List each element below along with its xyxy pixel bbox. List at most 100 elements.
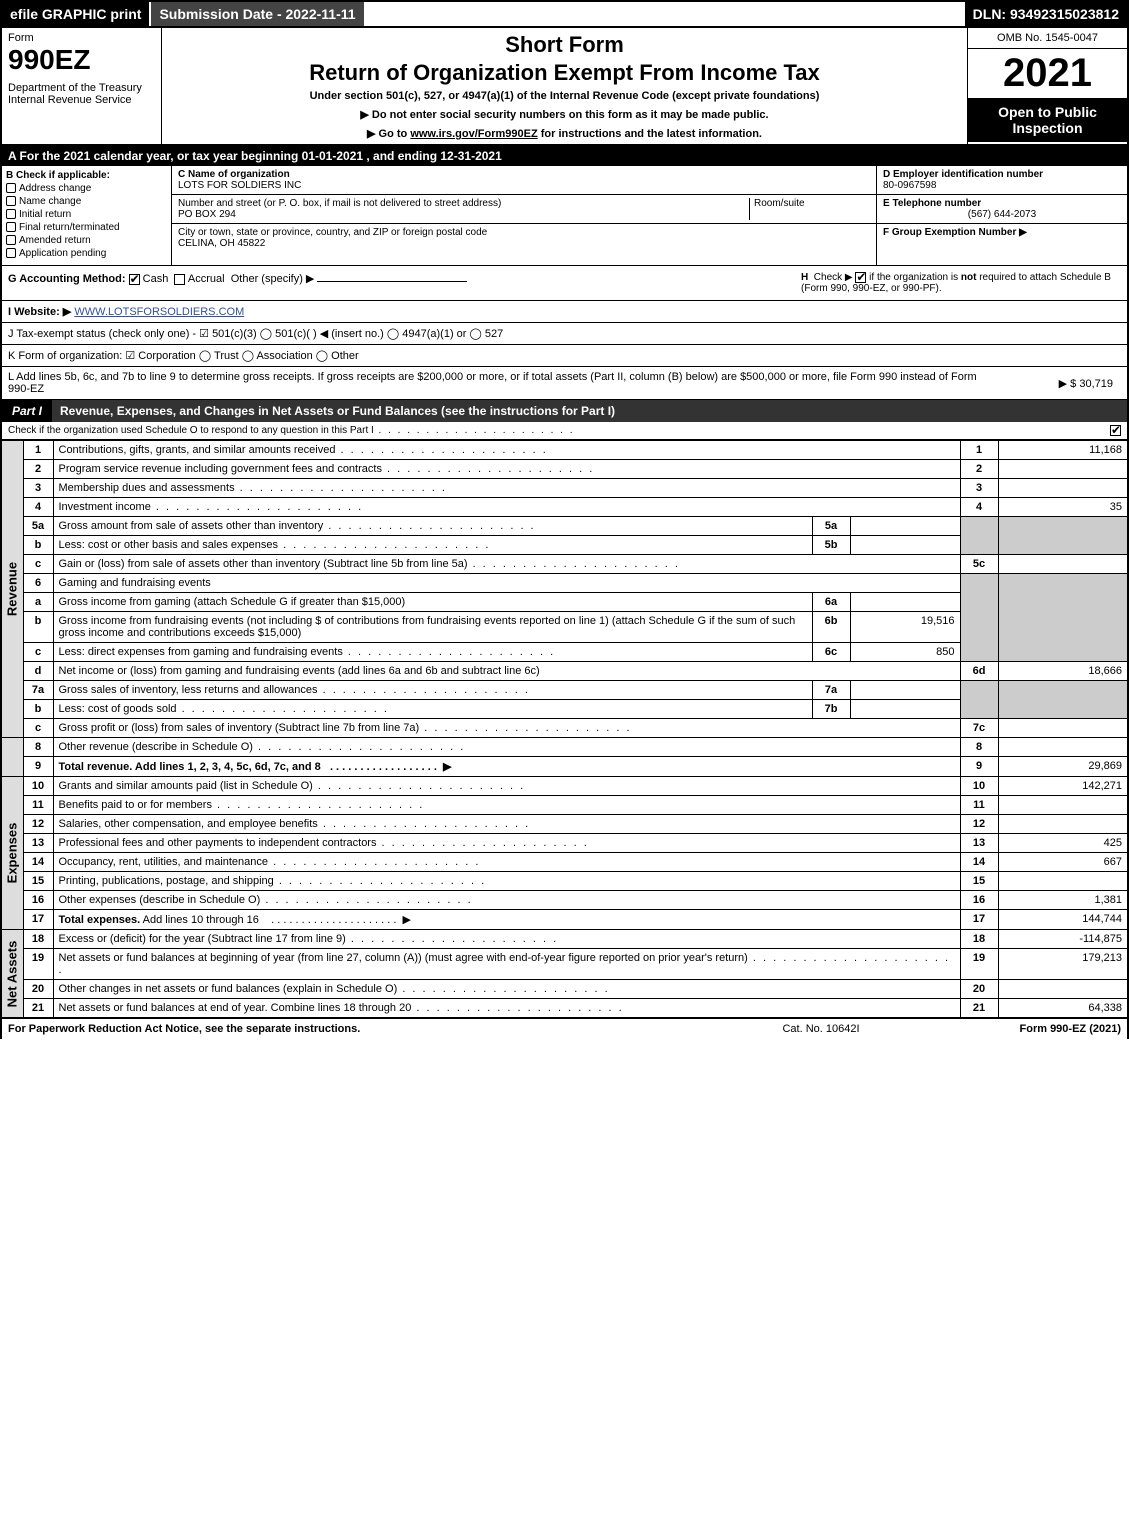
checkbox-icon[interactable] — [6, 183, 16, 193]
form-header: Form 990EZ Department of the Treasury In… — [0, 28, 1129, 146]
line-11-value — [998, 796, 1128, 815]
website-label: I Website: ▶ — [8, 306, 71, 318]
address-value: PO BOX 294 — [178, 209, 236, 220]
line-num: b — [23, 700, 53, 719]
line-21-desc: Net assets or fund balances at end of ye… — [53, 999, 960, 1019]
line-num: 15 — [23, 872, 53, 891]
line-9-rnum: 9 — [960, 757, 998, 777]
cb-name-change: Name change — [6, 196, 167, 207]
line-num: 17 — [23, 910, 53, 930]
line-14-desc: Occupancy, rent, utilities, and maintena… — [53, 853, 960, 872]
revenue-vertical-label-2 — [1, 738, 23, 777]
line-6b-midnum: 6b — [812, 612, 850, 643]
form-label: Form — [8, 32, 155, 44]
line-5b-midnum: 5b — [812, 536, 850, 555]
line-8-rnum: 8 — [960, 738, 998, 757]
phone-label: E Telephone number — [883, 198, 981, 209]
line-num: 8 — [23, 738, 53, 757]
checkbox-accrual[interactable] — [174, 274, 185, 285]
line-19-desc: Net assets or fund balances at beginning… — [53, 949, 960, 980]
line-17-value: 144,744 — [998, 910, 1128, 930]
checkbox-icon[interactable] — [6, 222, 16, 232]
org-name-label: C Name of organization — [178, 169, 290, 180]
col-c-org-info: C Name of organization LOTS FOR SOLDIERS… — [172, 166, 877, 265]
line-l-value: ▶ $ 30,719 — [1001, 377, 1121, 390]
efile-label: efile GRAPHIC print — [2, 2, 149, 26]
submission-date: Submission Date - 2022-11-11 — [149, 2, 363, 26]
ein-label: D Employer identification number — [883, 169, 1043, 180]
checkbox-icon[interactable] — [6, 248, 16, 258]
checkbox-icon[interactable] — [6, 235, 16, 245]
line-17-desc: Total expenses. Add lines 10 through 16 … — [53, 910, 960, 930]
col-b-checkboxes: B Check if applicable: Address change Na… — [2, 166, 172, 265]
topbar: efile GRAPHIC print Submission Date - 20… — [0, 0, 1129, 28]
line-num: b — [23, 536, 53, 555]
line-13-desc: Professional fees and other payments to … — [53, 834, 960, 853]
org-name-row: C Name of organization LOTS FOR SOLDIERS… — [172, 166, 876, 195]
line-9-desc: Total revenue. Add lines 1, 2, 3, 4, 5c,… — [53, 757, 960, 777]
line-num: 3 — [23, 479, 53, 498]
department-label: Department of the Treasury Internal Reve… — [8, 82, 155, 106]
line-num: 4 — [23, 498, 53, 517]
checkbox-h[interactable] — [855, 272, 866, 283]
line-num: 2 — [23, 460, 53, 479]
ein-row: D Employer identification number 80-0967… — [877, 166, 1127, 195]
line-20-rnum: 20 — [960, 980, 998, 999]
irs-link[interactable]: www.irs.gov/Form990EZ — [410, 128, 537, 140]
line-5b-midval — [850, 536, 960, 555]
form-title: Return of Organization Exempt From Incom… — [170, 60, 959, 86]
line-7a-desc: Gross sales of inventory, less returns a… — [53, 681, 812, 700]
part-1-title: Revenue, Expenses, and Changes in Net As… — [52, 400, 1127, 422]
expenses-vertical-label: Expenses — [1, 777, 23, 930]
h-schedule-b: H Check ▶ if the organization is not req… — [801, 272, 1121, 294]
org-name: LOTS FOR SOLDIERS INC — [178, 180, 301, 191]
city-value: CELINA, OH 45822 — [178, 238, 265, 249]
line-6d-value: 18,666 — [998, 662, 1128, 681]
line-num: 18 — [23, 930, 53, 949]
g-label: G Accounting Method: — [8, 273, 126, 285]
shade-cell — [960, 574, 998, 662]
line-15-desc: Printing, publications, postage, and shi… — [53, 872, 960, 891]
checkbox-cash[interactable] — [129, 274, 140, 285]
line-num: 20 — [23, 980, 53, 999]
line-2-rnum: 2 — [960, 460, 998, 479]
form-number: 990EZ — [8, 44, 155, 76]
line-3-desc: Membership dues and assessments — [53, 479, 960, 498]
line-19-value: 179,213 — [998, 949, 1128, 980]
line-11-desc: Benefits paid to or for members — [53, 796, 960, 815]
line-13-value: 425 — [998, 834, 1128, 853]
line-6d-rnum: 6d — [960, 662, 998, 681]
room-cell: Room/suite — [750, 198, 870, 220]
header-center: Short Form Return of Organization Exempt… — [162, 28, 967, 144]
line-10-rnum: 10 — [960, 777, 998, 796]
line-l-gross-receipts: L Add lines 5b, 6c, and 7b to line 9 to … — [0, 367, 1129, 400]
line-18-value: -114,875 — [998, 930, 1128, 949]
line-num: 19 — [23, 949, 53, 980]
section-g-h: G Accounting Method: Cash Accrual Other … — [0, 266, 1129, 301]
checkbox-icon[interactable] — [6, 196, 16, 206]
line-10-value: 142,271 — [998, 777, 1128, 796]
line-num: c — [23, 555, 53, 574]
line-3-rnum: 3 — [960, 479, 998, 498]
phone-row: E Telephone number (567) 644-2073 — [877, 195, 1127, 224]
line-6c-midval: 850 — [850, 643, 960, 662]
website-link[interactable]: WWW.LOTSFORSOLDIERS.COM — [74, 306, 244, 318]
header-left: Form 990EZ Department of the Treasury In… — [2, 28, 162, 144]
line-l-text: L Add lines 5b, 6c, and 7b to line 9 to … — [8, 371, 1001, 395]
line-6b-desc: Gross income from fundraising events (no… — [53, 612, 812, 643]
other-specify-line[interactable] — [317, 281, 467, 282]
checkbox-icon[interactable] — [6, 209, 16, 219]
row-a-tax-year: A For the 2021 calendar year, or tax yea… — [0, 146, 1129, 166]
line-1-desc: Contributions, gifts, grants, and simila… — [53, 441, 960, 460]
part-1-sub-check — [1101, 425, 1121, 436]
checkbox-part1[interactable] — [1110, 425, 1121, 436]
line-num: 9 — [23, 757, 53, 777]
line-7c-value — [998, 719, 1128, 738]
cb-initial-return: Initial return — [6, 209, 167, 220]
netassets-vertical-label: Net Assets — [1, 930, 23, 1019]
city-label: City or town, state or province, country… — [178, 227, 487, 238]
line-14-value: 667 — [998, 853, 1128, 872]
line-5a-desc: Gross amount from sale of assets other t… — [53, 517, 812, 536]
line-1-value: 11,168 — [998, 441, 1128, 460]
line-num: d — [23, 662, 53, 681]
